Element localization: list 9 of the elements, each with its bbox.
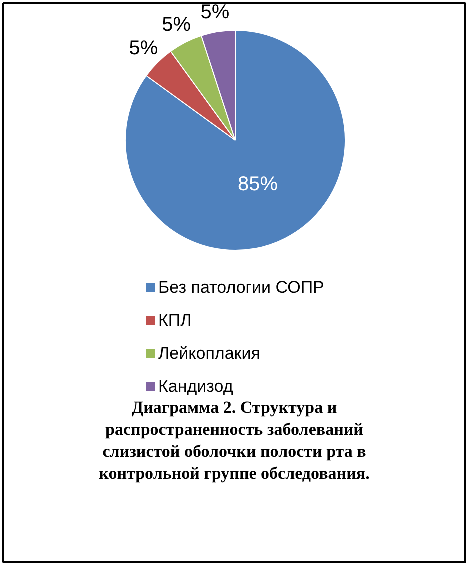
legend-label: КПЛ <box>158 311 192 330</box>
data-label: 85% <box>238 174 278 196</box>
legend-label: Лейкоплакия <box>158 344 260 363</box>
text: Диаграмма 2. Структура и распространенность заболеваний слизистой оболочки полости рта в контрольной группе обследования. <box>99 398 370 483</box>
data-label: 5% <box>162 14 192 36</box>
legend-label: Кандизод <box>158 377 234 396</box>
data-label: 5% <box>200 1 230 24</box>
legend-label: Без патологии СОПР <box>158 278 324 297</box>
data-label: 5% <box>129 38 158 60</box>
